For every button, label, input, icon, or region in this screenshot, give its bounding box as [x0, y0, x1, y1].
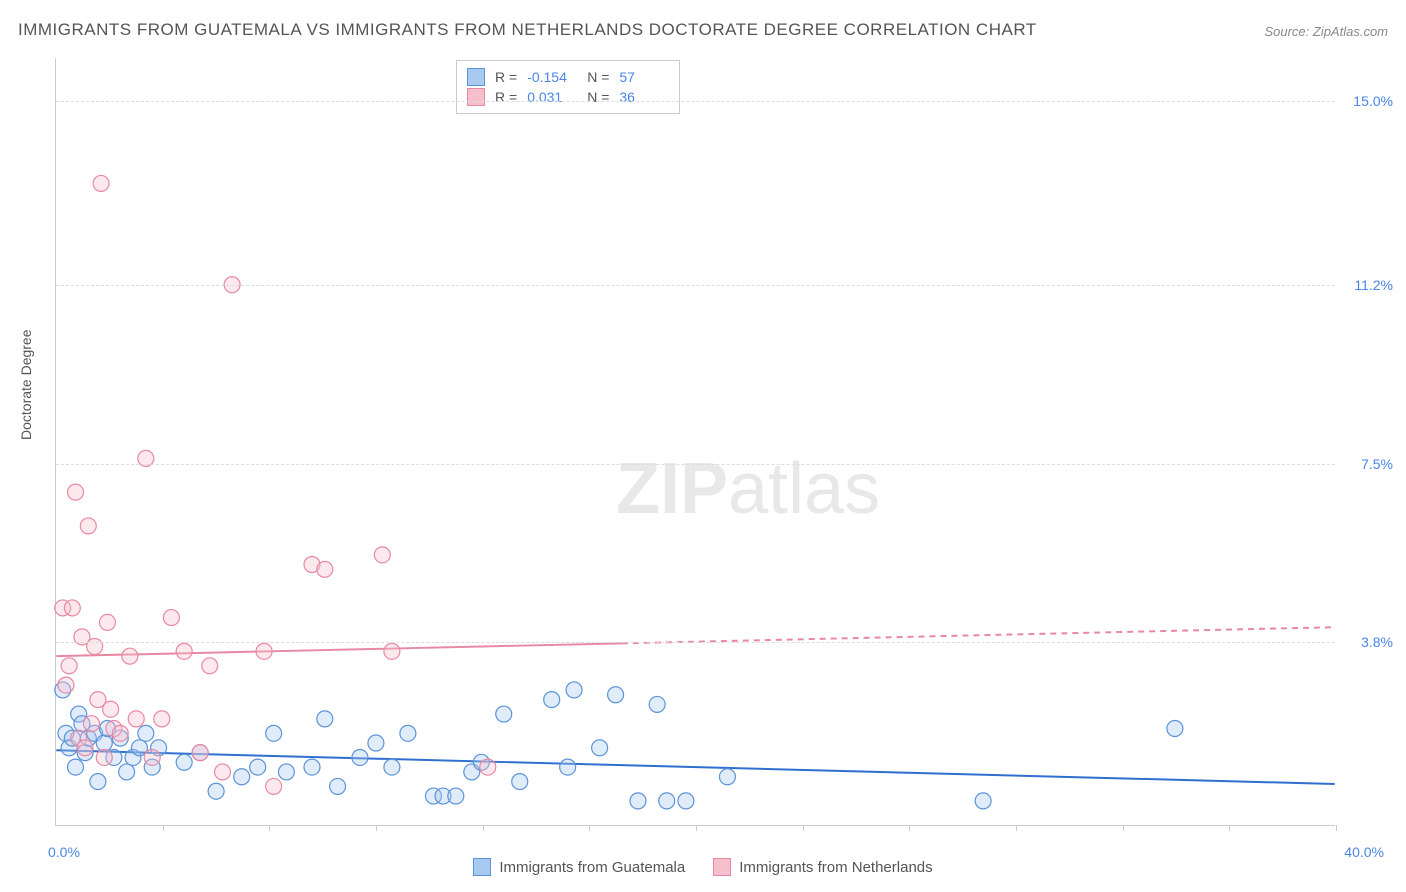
scatter-point	[64, 600, 80, 616]
scatter-point	[592, 740, 608, 756]
scatter-point	[119, 764, 135, 780]
scatter-point	[317, 561, 333, 577]
scatter-point	[58, 677, 74, 693]
scatter-point	[330, 778, 346, 794]
x-tick	[1016, 825, 1017, 831]
scatter-point	[68, 759, 84, 775]
scatter-point	[128, 711, 144, 727]
scatter-point	[384, 759, 400, 775]
scatter-point	[68, 484, 84, 500]
x-tick	[483, 825, 484, 831]
scatter-point	[368, 735, 384, 751]
scatter-point	[352, 749, 368, 765]
source-attribution: Source: ZipAtlas.com	[1264, 24, 1388, 39]
trend-line-extrapolated	[622, 627, 1335, 643]
scatter-point	[448, 788, 464, 804]
scatter-point	[138, 725, 154, 741]
legend-item: Immigrants from Guatemala	[473, 858, 685, 876]
scatter-point	[61, 658, 77, 674]
x-tick	[163, 825, 164, 831]
series-legend: Immigrants from Guatemala Immigrants from…	[0, 858, 1406, 880]
gridline	[56, 642, 1335, 643]
scatter-point	[630, 793, 646, 809]
scatter-point	[266, 778, 282, 794]
scatter-point	[278, 764, 294, 780]
scatter-point	[317, 711, 333, 727]
scatter-point	[80, 518, 96, 534]
scatter-point	[234, 769, 250, 785]
scatter-point	[250, 759, 266, 775]
scatter-point	[93, 175, 109, 191]
scatter-point	[678, 793, 694, 809]
scatter-point	[400, 725, 416, 741]
scatter-point	[202, 658, 218, 674]
scatter-point	[719, 769, 735, 785]
y-tick-label: 7.5%	[1361, 456, 1393, 472]
gridline	[56, 101, 1335, 102]
scatter-point	[112, 725, 128, 741]
scatter-point	[266, 725, 282, 741]
chart-title: IMMIGRANTS FROM GUATEMALA VS IMMIGRANTS …	[18, 20, 1037, 40]
scatter-point	[163, 610, 179, 626]
scatter-point	[96, 735, 112, 751]
x-tick	[1336, 825, 1337, 831]
scatter-point	[496, 706, 512, 722]
x-tick	[1229, 825, 1230, 831]
scatter-point	[215, 764, 231, 780]
scatter-point	[122, 648, 138, 664]
scatter-point	[304, 759, 320, 775]
y-tick-label: 11.2%	[1354, 277, 1393, 293]
scatter-point	[512, 774, 528, 790]
scatter-point	[384, 643, 400, 659]
trend-line	[56, 643, 622, 656]
scatter-point	[374, 547, 390, 563]
scatter-point	[90, 774, 106, 790]
x-tick	[1123, 825, 1124, 831]
scatter-point	[608, 687, 624, 703]
x-tick	[803, 825, 804, 831]
gridline	[56, 285, 1335, 286]
x-tick	[589, 825, 590, 831]
y-tick-label: 15.0%	[1353, 93, 1393, 109]
scatter-point	[77, 740, 93, 756]
x-tick	[909, 825, 910, 831]
legend-label: Immigrants from Guatemala	[499, 859, 685, 876]
scatter-point	[99, 614, 115, 630]
scatter-point	[176, 754, 192, 770]
scatter-point	[1167, 721, 1183, 737]
scatter-point	[256, 643, 272, 659]
legend-item: Immigrants from Netherlands	[713, 858, 932, 876]
scatter-point	[649, 696, 665, 712]
scatter-point	[176, 643, 192, 659]
scatter-point	[560, 759, 576, 775]
scatter-point	[83, 716, 99, 732]
chart-svg	[56, 58, 1335, 825]
scatter-point	[96, 749, 112, 765]
scatter-point	[566, 682, 582, 698]
y-axis-label: Doctorate Degree	[18, 329, 34, 440]
scatter-point	[192, 745, 208, 761]
plot-area: ZIPatlas R =-0.154N =57R =0.031N =36 3.8…	[55, 58, 1335, 826]
scatter-point	[544, 692, 560, 708]
scatter-point	[87, 639, 103, 655]
scatter-point	[208, 783, 224, 799]
scatter-point	[144, 749, 160, 765]
scatter-point	[480, 759, 496, 775]
scatter-point	[975, 793, 991, 809]
x-tick	[696, 825, 697, 831]
legend-label: Immigrants from Netherlands	[739, 859, 932, 876]
legend-swatch	[473, 858, 491, 876]
x-tick	[269, 825, 270, 831]
y-tick-label: 3.8%	[1361, 634, 1393, 650]
scatter-point	[659, 793, 675, 809]
gridline	[56, 464, 1335, 465]
scatter-point	[154, 711, 170, 727]
legend-swatch	[713, 858, 731, 876]
x-tick	[376, 825, 377, 831]
scatter-point	[103, 701, 119, 717]
